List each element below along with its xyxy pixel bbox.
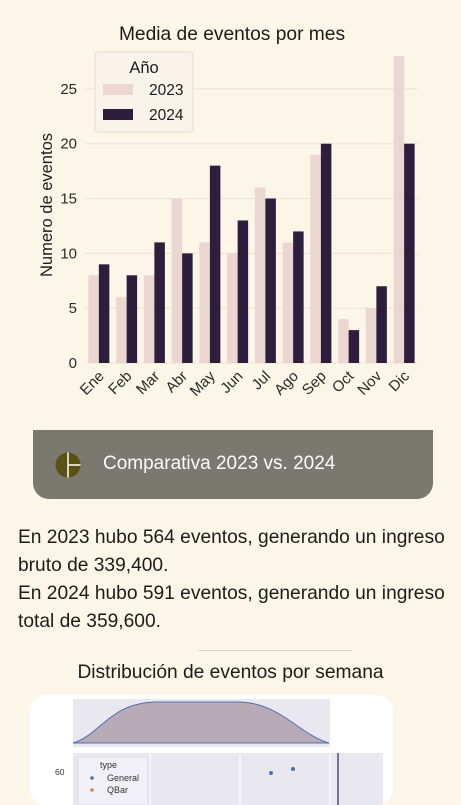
weekly-legend-title: type: [100, 760, 117, 770]
legend-item-general: General: [107, 773, 139, 783]
bar-2023-nov: [365, 308, 377, 363]
legend-swatch-2024: [103, 109, 133, 120]
bar-2024-feb: [126, 275, 138, 363]
bar-2023-mar: [143, 275, 155, 363]
bar-2024-dic: [404, 143, 415, 363]
bar-2024-may: [209, 165, 221, 363]
legend-label-2023: 2023: [149, 82, 183, 99]
weekly-y-tick: 60: [55, 767, 65, 777]
bar-2023-feb: [116, 297, 127, 363]
bar-2024-abr: [182, 253, 193, 363]
bar-2024-nov: [376, 286, 387, 363]
bar-2024-jun: [237, 220, 249, 363]
legend-marker-general: [90, 776, 94, 780]
section-divider: [198, 650, 352, 651]
bar-2023-jun: [227, 253, 238, 363]
monthly-events-chart: Media de eventos por mes Numero de event…: [38, 24, 418, 400]
bar-2024-oct: [348, 330, 360, 363]
banner-title: Comparativa 2023 vs. 2024: [103, 453, 336, 474]
bar-2024-ene: [98, 264, 110, 363]
legend-marker-qbar: [90, 788, 94, 792]
legend-swatch-2023: [103, 84, 133, 95]
scatter-point: [269, 771, 273, 775]
summary-2023: En 2023 hubo 564 eventos, generando un i…: [18, 527, 445, 576]
bar-2023-jul: [254, 187, 266, 363]
y-tick-label: 25: [60, 81, 77, 98]
y-tick-label: 0: [69, 355, 77, 372]
y-tick-label: 15: [60, 191, 77, 208]
summary-2024: En 2024 hubo 591 eventos, generando un i…: [18, 583, 445, 632]
comparison-banner: [33, 430, 433, 499]
y-tick-label: 10: [60, 245, 77, 262]
legend-label-2024: 2024: [149, 107, 184, 124]
density-curve: [72, 701, 330, 744]
weekly-section-title: Distribución de eventos por semana: [77, 662, 384, 683]
bar-2023-dic: [393, 56, 405, 363]
bar-2023-may: [199, 242, 210, 363]
bar-2023-ago: [282, 242, 294, 363]
weekly-distribution-card: 60 type General QBar: [30, 695, 393, 805]
bar-2023-abr: [171, 198, 183, 363]
bar-2023-ene: [88, 275, 99, 363]
y-axis-label: Numero de eventos: [38, 133, 56, 277]
y-tick-label: 5: [69, 300, 77, 317]
bar-2024-mar: [154, 242, 165, 363]
bar-2023-sep: [310, 154, 321, 363]
legend-title: Año: [129, 59, 158, 77]
bar-2023-oct: [338, 319, 349, 363]
bar-2024-jul: [265, 198, 276, 363]
scatter-point: [291, 767, 295, 771]
bar-2024-ago: [293, 231, 304, 363]
legend-item-qbar: QBar: [107, 785, 128, 795]
chart-title: Media de eventos por mes: [119, 24, 345, 45]
y-tick-label: 20: [60, 136, 77, 153]
pie-chart-icon: [55, 452, 81, 478]
weekly-legend: [77, 756, 149, 805]
bar-2024-sep: [320, 143, 332, 363]
weekly-distribution-chart: 60 type General QBar: [55, 699, 383, 805]
